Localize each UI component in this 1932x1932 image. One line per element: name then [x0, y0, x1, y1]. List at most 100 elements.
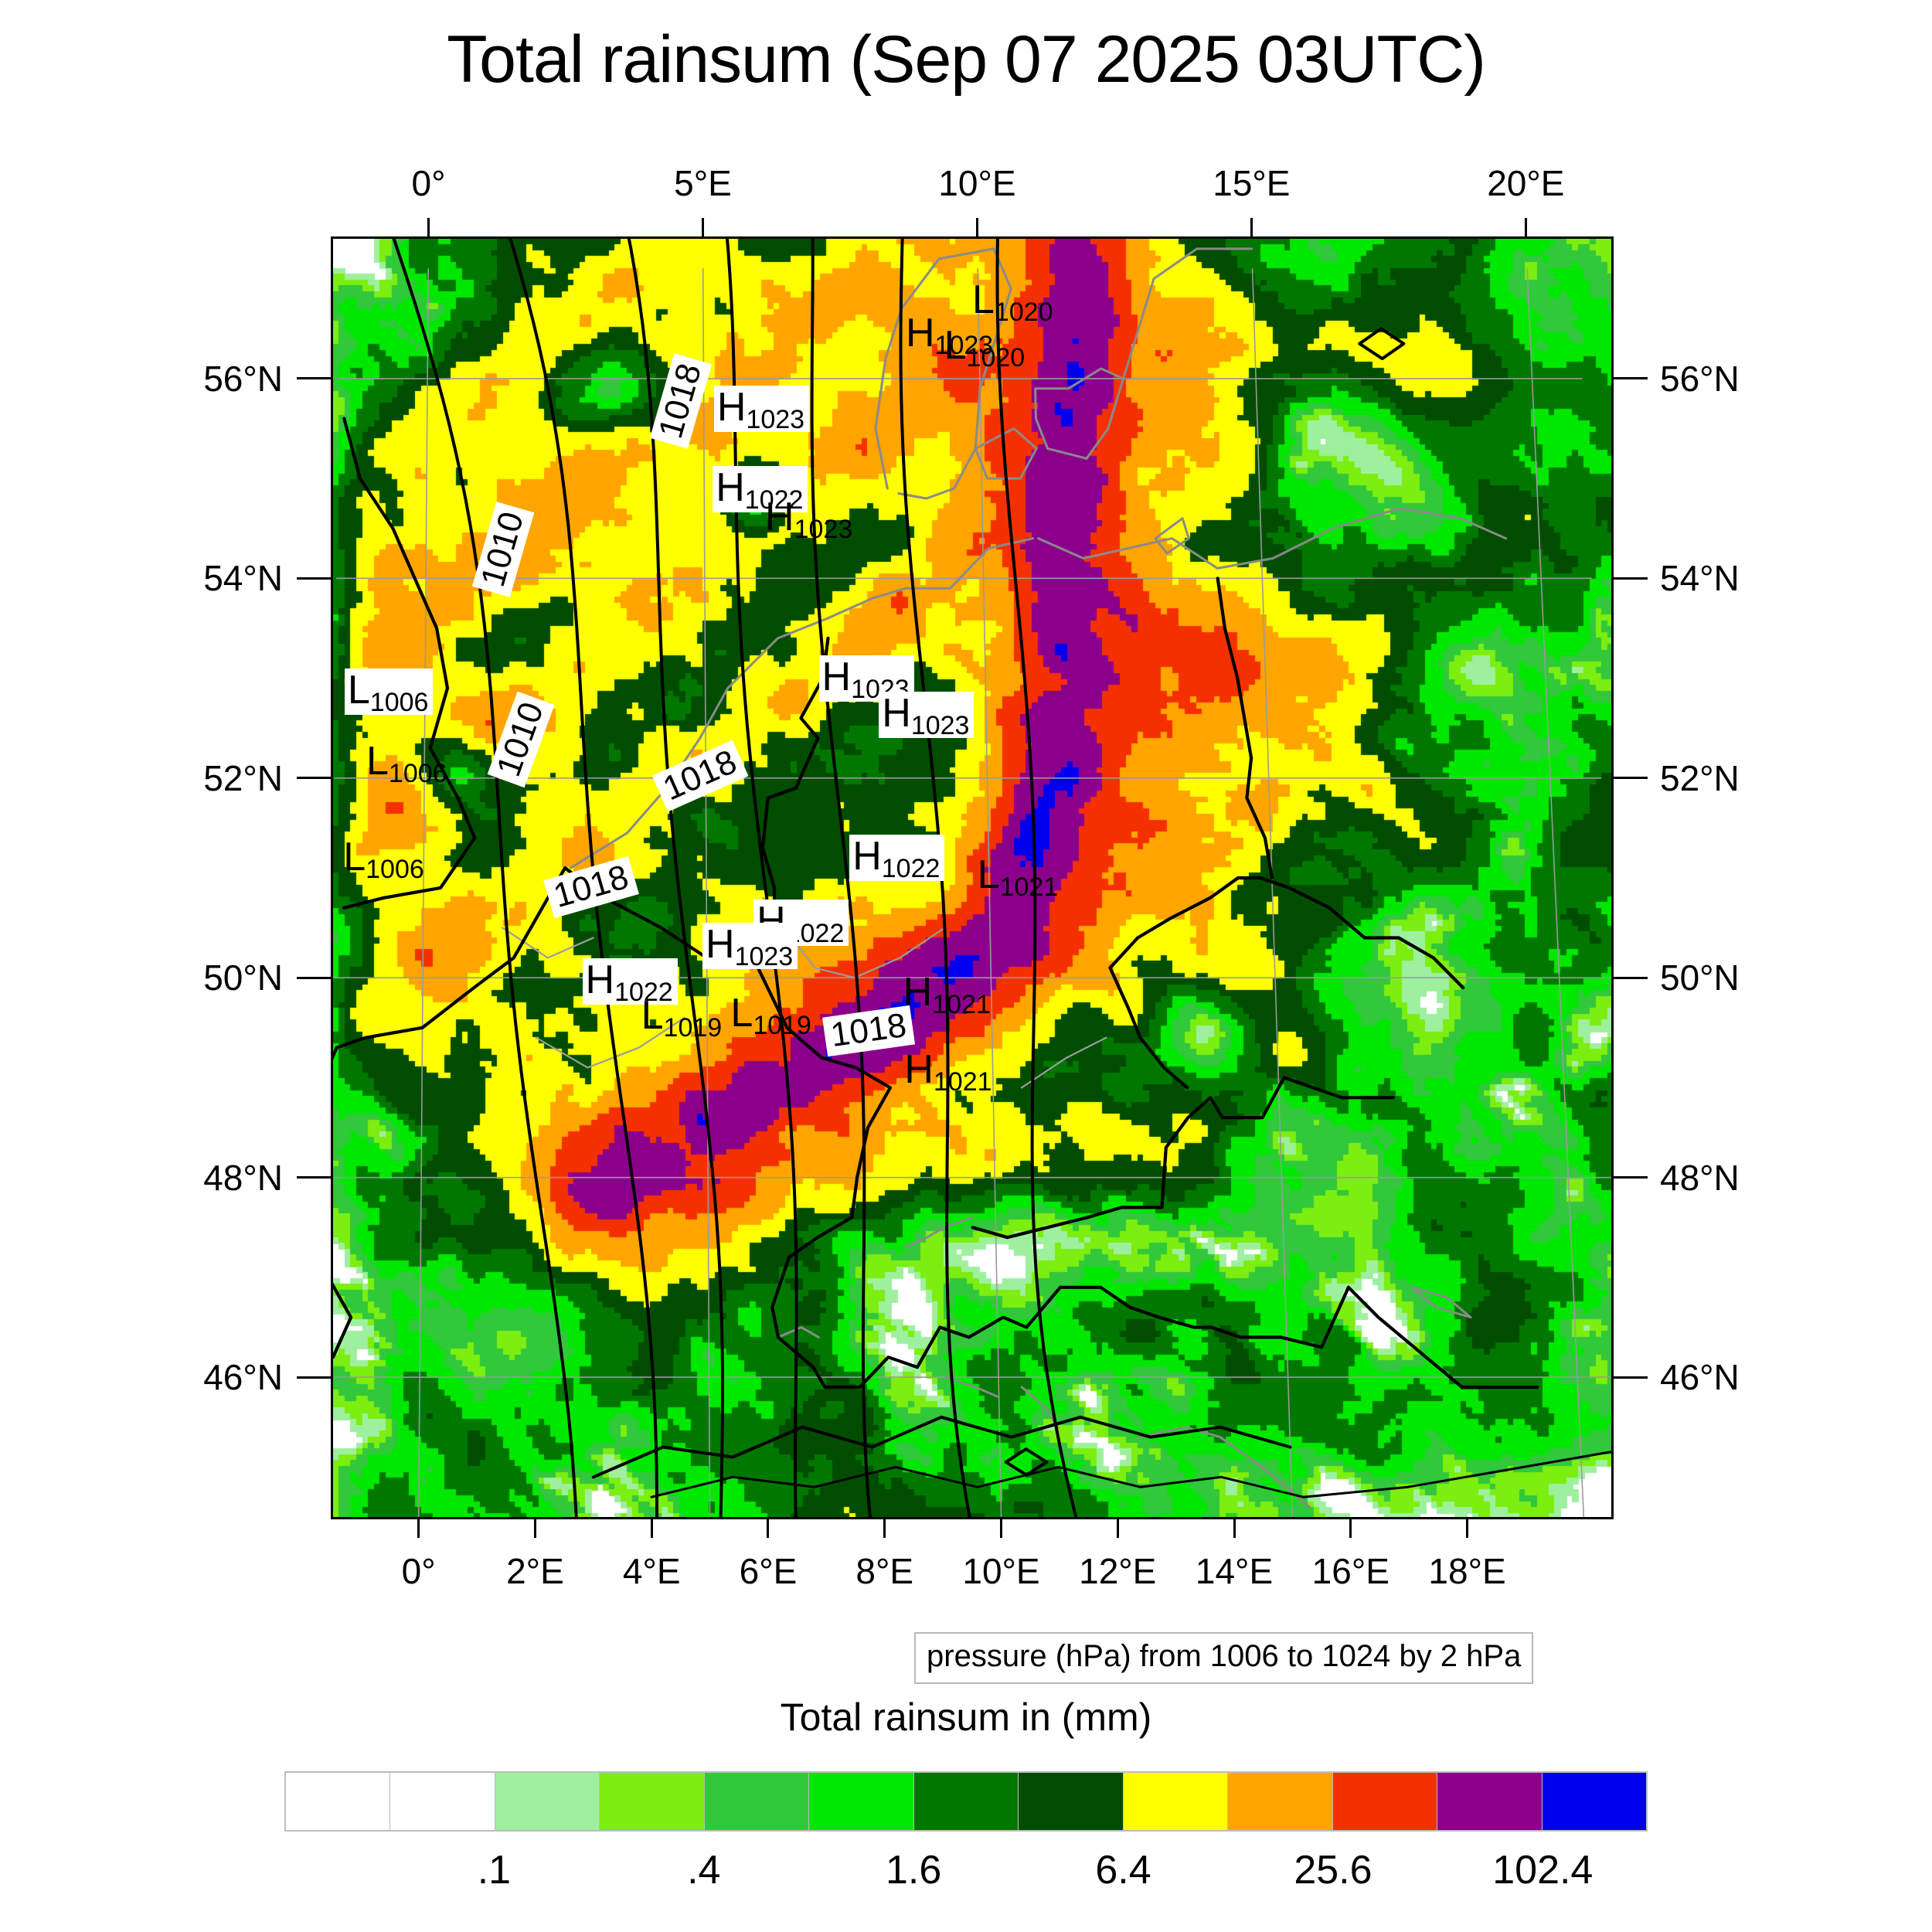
- graticule-meridian-15: [1251, 268, 1294, 1517]
- border-cz-west: [1108, 966, 1189, 1090]
- pressure-marker-value: 1020: [966, 343, 1026, 373]
- border-interior-4: [1020, 1036, 1107, 1089]
- coastline-ruegen: [1154, 517, 1190, 555]
- coastline-baltic: [1037, 507, 1508, 570]
- pressure-marker-type: L: [977, 852, 1000, 898]
- coastline-jutland: [874, 247, 1012, 500]
- border-alps-italy: [823, 1285, 1213, 1389]
- colorbar-segment-3[interactable]: [600, 1773, 705, 1830]
- axis-label-top-4: 20°E: [1487, 163, 1565, 203]
- tick-right-2: [1614, 777, 1648, 780]
- axis-label-top-1: 5°E: [674, 163, 732, 203]
- pressure-marker-value: 1020: [994, 297, 1053, 327]
- pressure-marker-type: H: [905, 310, 935, 355]
- pressure-marker-l-6: L1006: [344, 668, 434, 717]
- pressure-marker-value: 1019: [753, 1010, 811, 1040]
- pressure-marker-type: L: [730, 990, 753, 1036]
- colorbar-segment-10[interactable]: [1332, 1773, 1438, 1830]
- pressure-marker-type: H: [904, 1046, 934, 1092]
- pressure-marker-h-3: H1023: [713, 386, 810, 433]
- tick-right-4: [1614, 1176, 1648, 1179]
- tick-bottom-7: [1233, 1519, 1236, 1538]
- axis-label-bottom-3: 6°E: [739, 1551, 798, 1591]
- border-de-at-cz: [971, 1076, 1395, 1240]
- colorbar[interactable]: [284, 1771, 1648, 1832]
- pressure-marker-type: L: [343, 835, 366, 880]
- map-plot-area[interactable]: [331, 236, 1614, 1519]
- colorbar-segment-11[interactable]: [1437, 1773, 1543, 1830]
- axis-label-bottom-2: 4°E: [622, 1551, 681, 1591]
- colorbar-segment-1[interactable]: [390, 1773, 495, 1830]
- axis-label-bottom-7: 14°E: [1195, 1551, 1274, 1591]
- axis-label-bottom-9: 18°E: [1428, 1551, 1506, 1591]
- axis-label-right-1: 54°N: [1660, 558, 1740, 599]
- colorbar-segment-4[interactable]: [704, 1773, 810, 1830]
- map-overlay-lines: [333, 239, 1611, 1517]
- axis-label-left-0: 56°N: [203, 358, 283, 399]
- tick-right-5: [1614, 1376, 1648, 1379]
- tick-left-4: [297, 1176, 331, 1179]
- pressure-marker-h-0: H1023: [905, 310, 993, 359]
- pressure-marker-value: 1022: [744, 485, 804, 515]
- isobar-1008: [392, 239, 578, 1517]
- axis-label-right-0: 56°N: [1660, 358, 1740, 399]
- tick-left-1: [297, 577, 331, 580]
- tick-bottom-5: [1000, 1519, 1002, 1538]
- precipitation-field: [333, 239, 1611, 1517]
- tick-bottom-8: [1349, 1519, 1352, 1538]
- pressure-marker-value: 1022: [614, 978, 673, 1008]
- colorbar-segment-5[interactable]: [809, 1773, 914, 1830]
- isobar-closed-ne: [1358, 327, 1406, 361]
- tick-bottom-4: [883, 1519, 886, 1538]
- axis-label-bottom-1: 2°E: [506, 1551, 564, 1591]
- colorbar-tick-label-5: 102.4: [1492, 1848, 1594, 1893]
- colorbar-tick-label-4: 25.6: [1294, 1848, 1372, 1893]
- axis-label-bottom-6: 12°E: [1079, 1551, 1157, 1591]
- pressure-marker-type: H: [585, 957, 615, 1003]
- graticule-meridian-0: [417, 268, 429, 1517]
- pressure-marker-value: 1023: [734, 941, 794, 971]
- graticule-meridian-10: [977, 268, 1002, 1517]
- pressure-marker-l-2: L1020: [944, 325, 1026, 371]
- axis-label-left-1: 54°N: [203, 558, 283, 599]
- border-fr-atlantic: [333, 866, 567, 1359]
- colorbar-segment-2[interactable]: [495, 1773, 600, 1830]
- tick-top-2: [975, 218, 978, 236]
- tick-left-5: [297, 1376, 331, 1379]
- border-uk-east: [342, 417, 477, 910]
- pressure-marker-value: 1023: [934, 330, 994, 360]
- colorbar-tick-label-2: 1.6: [885, 1848, 942, 1893]
- tick-bottom-2: [650, 1519, 653, 1538]
- isobar-1020: [995, 239, 1078, 1517]
- colorbar-tick-label-0: .1: [477, 1848, 512, 1893]
- tick-top-4: [1524, 218, 1527, 236]
- tick-right-1: [1614, 577, 1648, 580]
- tick-right-3: [1614, 976, 1648, 979]
- colorbar-segment-12[interactable]: [1542, 1773, 1647, 1830]
- axis-label-right-4: 48°N: [1660, 1157, 1740, 1198]
- axis-label-bottom-0: 0°: [401, 1551, 436, 1591]
- pressure-marker-l-17: L1019: [730, 990, 811, 1039]
- coastline-north-sea: [569, 537, 1034, 869]
- colorbar-segment-0[interactable]: [286, 1773, 391, 1830]
- colorbar-segment-7[interactable]: [1019, 1773, 1124, 1830]
- pressure-marker-type: H: [882, 690, 911, 736]
- pressure-marker-h-11: H1022: [849, 834, 945, 882]
- pressure-marker-value: 1021: [933, 1066, 992, 1097]
- isobar-closed-s: [1004, 1447, 1049, 1477]
- axis-label-bottom-8: 16°E: [1311, 1551, 1389, 1591]
- pressure-marker-h-8: H1023: [879, 690, 975, 739]
- border-nl-be-de: [563, 636, 830, 970]
- colorbar-segment-8[interactable]: [1123, 1773, 1229, 1830]
- pressure-marker-l-16: L1019: [641, 993, 723, 1041]
- pressure-marker-l-12: L1021: [977, 852, 1059, 900]
- colorbar-segment-9[interactable]: [1228, 1773, 1333, 1830]
- pressure-marker-value: 1006: [369, 687, 429, 717]
- coastline-funen: [974, 427, 1038, 480]
- axis-label-top-2: 10°E: [938, 163, 1016, 203]
- colorbar-segment-6[interactable]: [913, 1773, 1019, 1830]
- pressure-marker-type: H: [716, 465, 745, 511]
- pressure-marker-type: L: [641, 993, 664, 1039]
- isobar-1012: [627, 239, 724, 1517]
- tick-top-3: [1250, 218, 1253, 236]
